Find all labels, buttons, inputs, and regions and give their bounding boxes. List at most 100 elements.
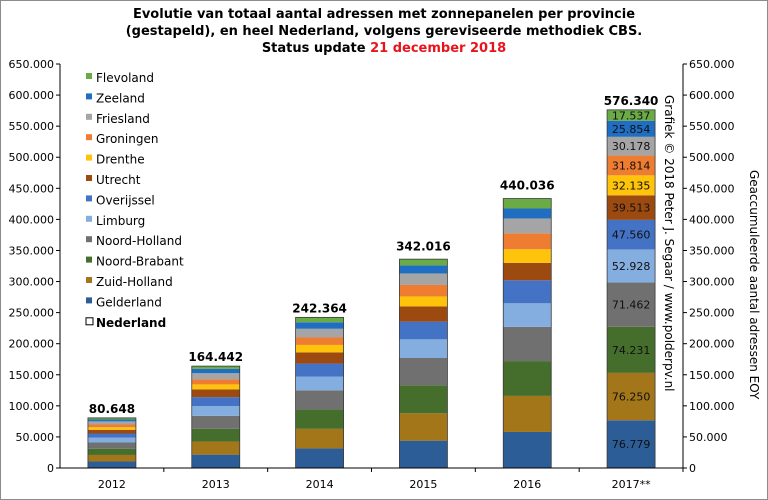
bar-segment-utrecht-2013 — [191, 389, 240, 398]
bar-segment-friesland-2013 — [191, 373, 240, 380]
bar-segment-zeeland-2014 — [295, 322, 344, 329]
legend-swatch-nederland — [85, 317, 94, 326]
legend-label-gelderland: Gelderland — [96, 295, 162, 309]
legend-label-groningen: Groningen — [96, 132, 158, 146]
legend: Flevoland Zeeland Friesland Groningen Drenth… — [85, 71, 184, 330]
y-tick-label-right: 100.000 — [689, 400, 735, 413]
bar-segment-drenthe-2014 — [295, 344, 344, 353]
y-tick-label-left: 500.000 — [9, 151, 55, 164]
legend-label-drenthe: Drenthe — [96, 153, 145, 167]
bar-segment-utrecht-2017 — [607, 195, 656, 220]
bar-segment-overijssel-2012 — [87, 433, 136, 438]
y-tick-label-right: 450.000 — [689, 182, 735, 195]
legend-swatch-friesland — [86, 113, 92, 120]
legend-swatch-limburg — [86, 215, 92, 222]
bar-segment-utrecht-2012 — [87, 429, 136, 434]
bar-segment-flevoland-2015 — [399, 259, 448, 266]
legend-label-zuid-holland: Zuid-Holland — [96, 275, 173, 289]
data-label-overijssel: 47.560 — [612, 229, 651, 242]
bar-segment-drenthe-2013 — [191, 384, 240, 390]
title-line-1: Evolutie van totaal aantal adressen met … — [132, 7, 636, 22]
y-tick-label-left: 300.000 — [9, 276, 55, 289]
y-tick-label-right: 250.000 — [689, 307, 735, 320]
x-tick-label-2015: 2015 — [409, 478, 437, 491]
legend-swatch-drenthe — [86, 154, 92, 161]
bar-segment-gelderland-2017 — [607, 420, 656, 468]
total-label-2012: 80.648 — [89, 402, 135, 416]
data-label-groningen: 31.814 — [612, 159, 651, 172]
legend-swatch-zuid-holland — [86, 277, 92, 283]
bar-segment-flevoland-2016 — [503, 198, 552, 209]
total-label-2015: 342.016 — [396, 239, 451, 253]
bar-segment-drenthe-2016 — [503, 249, 552, 263]
bar-segment-limburg-2012 — [87, 437, 136, 443]
bar-segment-friesland-2015 — [399, 273, 448, 285]
bar-segment-zeeland-2015 — [399, 265, 448, 274]
bar-segment-noord-brabant-2015 — [399, 385, 448, 414]
x-tick-label-2017: 2017** — [612, 478, 651, 491]
bar-segment-overijssel-2017 — [607, 219, 656, 250]
legend-label-noord-holland: Noord-Holland — [96, 234, 182, 248]
bar-segment-drenthe-2015 — [399, 296, 448, 307]
bar-segment-utrecht-2016 — [503, 262, 552, 281]
y-tick-label-left: 100.000 — [9, 400, 55, 413]
y-tick-label-right: 650.000 — [689, 58, 735, 71]
bar-segment-limburg-2014 — [295, 376, 344, 391]
data-label-friesland: 30.178 — [612, 140, 651, 153]
legend-label-overijssel: Overijssel — [96, 193, 155, 207]
legend-swatch-groningen — [86, 134, 92, 141]
y-tick-label-left: 450.000 — [9, 182, 55, 195]
bar-segment-groningen-2017 — [607, 155, 656, 176]
bars-layer: 80.648 164.442 242.364 342.016 440.036 76.779… — [87, 94, 658, 469]
data-label-noord-brabant: 74.231 — [612, 344, 651, 357]
y-tick-label-left: 400.000 — [9, 213, 55, 226]
bar-segment-gelderland-2016 — [503, 431, 552, 468]
bar-segment-friesland-2012 — [87, 421, 136, 425]
bar-segment-noord-brabant-2016 — [503, 361, 552, 396]
bar-segment-noord-holland-2017 — [607, 282, 656, 327]
bar-segment-gelderland-2014 — [295, 448, 344, 468]
legend-swatch-overijssel — [86, 195, 92, 202]
y-tick-label-right: 400.000 — [689, 213, 735, 226]
legend-label-limburg: Limburg — [96, 214, 145, 228]
bar-segment-groningen-2015 — [399, 284, 448, 297]
total-label-2013: 164.442 — [188, 350, 243, 364]
legend-label-flevoland: Flevoland — [96, 71, 154, 85]
bar-segment-noord-holland-2016 — [503, 326, 552, 362]
data-label-limburg: 52.928 — [612, 260, 651, 273]
bar-segment-noord-holland-2012 — [87, 442, 136, 449]
legend-swatch-utrecht — [86, 175, 92, 181]
bar-segment-overijssel-2015 — [399, 321, 448, 340]
bar-segment-noord-holland-2013 — [191, 415, 240, 429]
y-tick-label-right: 600.000 — [689, 89, 735, 102]
bar-segment-drenthe-2012 — [87, 427, 136, 430]
legend-label-nederland: Nederland — [96, 316, 166, 330]
bar-segment-overijssel-2014 — [295, 363, 344, 377]
bar-segment-zeeland-2012 — [87, 419, 136, 422]
x-tick-label-2012: 2012 — [98, 478, 126, 491]
legend-label-friesland: Friesland — [96, 112, 150, 126]
bar-segment-gelderland-2012 — [87, 461, 136, 468]
legend-label-utrecht: Utrecht — [96, 173, 141, 187]
bar-segment-noord-holland-2015 — [399, 357, 448, 386]
title-line-2: (gestapeld), en heel Nederland, volgens … — [125, 24, 643, 39]
y-tick-label-right: 50.000 — [689, 431, 728, 444]
x-tick-label-2014: 2014 — [306, 478, 334, 491]
y-tick-label-right: 550.000 — [689, 120, 735, 133]
legend-swatch-noord-holland — [86, 236, 92, 243]
bar-segment-utrecht-2015 — [399, 306, 448, 322]
bar-segment-friesland-2017 — [607, 136, 656, 156]
bar-segment-limburg-2017 — [607, 249, 656, 283]
bar-segment-utrecht-2014 — [295, 352, 344, 364]
y-tick-label-right: 300.000 — [689, 276, 735, 289]
bar-segment-zuid-holland-2012 — [87, 454, 136, 462]
bar-segment-zuid-holland-2015 — [399, 413, 448, 441]
bar-segment-overijssel-2016 — [503, 280, 552, 304]
bar-segment-gelderland-2015 — [399, 440, 448, 468]
legend-label-noord-brabant: Noord-Brabant — [96, 255, 184, 269]
y-tick-label-right: 200.000 — [689, 338, 735, 351]
legend-swatch-noord-brabant — [86, 256, 92, 263]
y-tick-label-left: 50.000 — [16, 431, 55, 444]
bar-segment-zeeland-2013 — [191, 368, 240, 374]
bar-segment-flevoland-2017 — [607, 109, 656, 121]
